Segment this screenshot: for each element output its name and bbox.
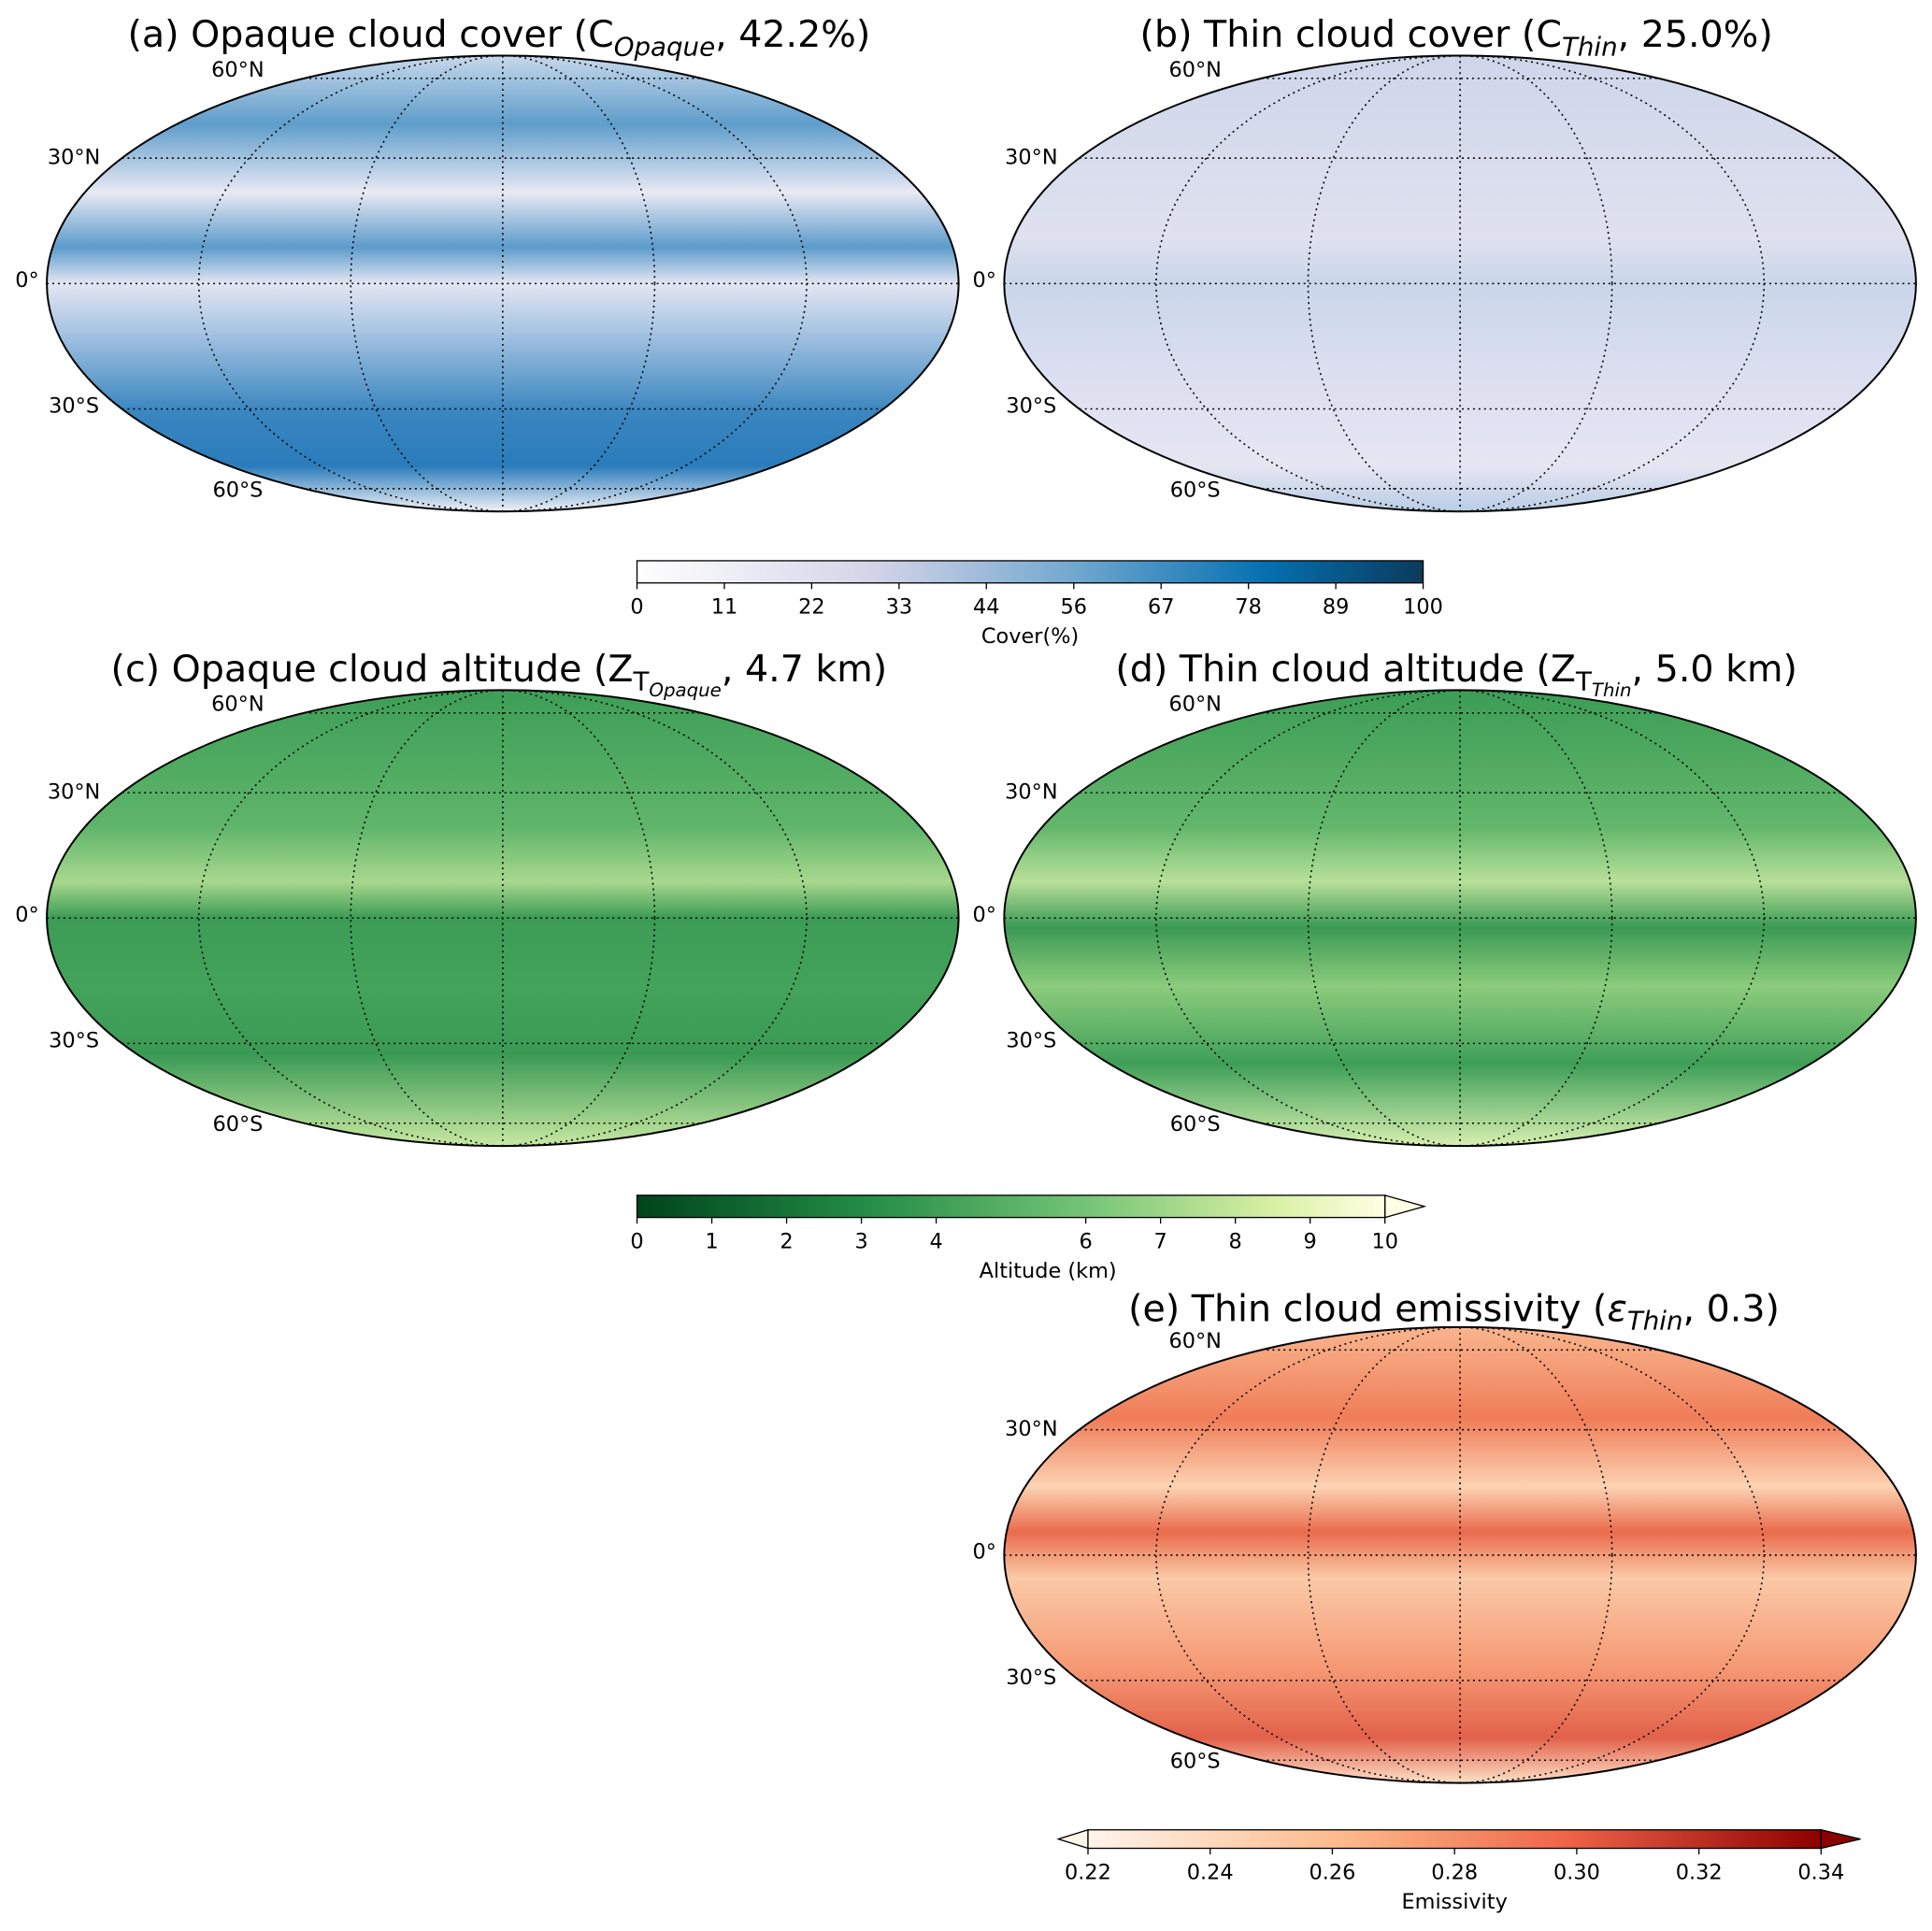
lat-label: 30°S <box>1006 394 1056 419</box>
lat-label: 60°S <box>1170 1112 1221 1137</box>
colorbar-tick-label: 1 <box>705 1229 718 1253</box>
colorbar-tick-label: 11 <box>711 595 738 620</box>
title-sub: Opaque <box>614 31 715 62</box>
lat-label: 60°N <box>211 693 264 717</box>
colorbar <box>1087 1829 1823 1850</box>
colorbar-tick-label: 0.34 <box>1797 1860 1844 1884</box>
lat-label: 30°S <box>1006 1029 1056 1053</box>
colorbar-tick-label: 0 <box>630 595 643 620</box>
title-part: , 25.0%) <box>1618 13 1773 56</box>
colorbar-tick-label: 0.32 <box>1676 1860 1723 1884</box>
map <box>1003 1325 1917 1784</box>
colorbar-extend <box>1384 1194 1427 1219</box>
colorbar <box>636 560 1424 584</box>
title-sub: T <box>1575 665 1592 696</box>
lat-label: 0° <box>973 1540 996 1565</box>
colorbar-tick-label: 3 <box>854 1229 867 1253</box>
colorbar-label: Cover(%) <box>981 624 1079 649</box>
colorbar-tick-label: 2 <box>780 1229 793 1253</box>
colorbar-tick-label: 33 <box>886 595 913 620</box>
title-part: (e) Thin cloud emissivity ( <box>1128 1287 1607 1330</box>
panel-title: (e) Thin cloud emissivity (εThin, 0.3) <box>1128 1287 1780 1336</box>
map-outline <box>1003 54 1917 513</box>
lat-label: 60°S <box>1170 478 1221 502</box>
lat-label: 0° <box>973 268 996 293</box>
colorbar-tick-label: 44 <box>973 595 1000 620</box>
lat-label: 30°N <box>48 780 100 804</box>
colorbar-tick-label: 7 <box>1154 1229 1167 1253</box>
lat-label: 0° <box>15 903 38 927</box>
title-symbol: ε <box>1607 1287 1626 1330</box>
colorbar-tick-label: 4 <box>929 1229 942 1253</box>
title-part: (a) Opaque cloud cover (C <box>127 13 613 56</box>
lat-label: 30°N <box>1005 1417 1057 1441</box>
lat-label: 30°N <box>48 145 100 169</box>
map-outline <box>46 54 960 513</box>
title-sub: T <box>632 665 649 696</box>
colorbar-tick-label: 9 <box>1304 1229 1317 1253</box>
colorbar-tick-label: 100 <box>1403 595 1443 620</box>
lat-label: 60°S <box>1170 1750 1221 1774</box>
panel-title: (b) Thin cloud cover (CThin, 25.0%) <box>1140 13 1773 62</box>
colorbar-tick-label: 56 <box>1061 595 1088 620</box>
lat-label: 60°S <box>212 478 263 502</box>
lat-label: 60°N <box>1168 693 1221 717</box>
title-part: , 5.0 km) <box>1632 648 1797 691</box>
colorbar-tick-label: 78 <box>1235 595 1262 620</box>
colorbar-tick-label: 0.30 <box>1553 1860 1600 1884</box>
panel-title: (c) Opaque cloud altitude (ZTOpaque, 4.7… <box>111 648 888 701</box>
lat-label: 60°N <box>1168 1329 1221 1353</box>
lat-label: 60°N <box>211 58 264 82</box>
title-sub: Thin <box>1562 31 1618 62</box>
lat-label: 30°S <box>1006 1666 1056 1690</box>
colorbar-tick-label: 0.24 <box>1187 1860 1234 1884</box>
title-sub: Thin <box>1627 1306 1683 1337</box>
panel-title: (d) Thin cloud altitude (ZTThin, 5.0 km) <box>1115 648 1797 701</box>
colorbar <box>636 1194 1386 1219</box>
colorbar-tick-label: 0 <box>630 1229 643 1253</box>
lat-label: 60°S <box>212 1112 263 1137</box>
map <box>46 54 960 513</box>
colorbar-tick-label: 0.26 <box>1309 1860 1356 1884</box>
map <box>46 689 960 1148</box>
lat-label: 30°S <box>49 1029 99 1053</box>
lat-label: 0° <box>973 903 996 927</box>
colorbar-extend <box>1056 1828 1089 1850</box>
title-part: , 42.2%) <box>715 13 870 56</box>
map <box>1003 54 1917 513</box>
title-part: , 0.3) <box>1683 1287 1780 1330</box>
colorbar-tick-label: 8 <box>1229 1229 1242 1253</box>
lat-label: 60°N <box>1168 58 1221 82</box>
colorbar-extend <box>1820 1828 1861 1850</box>
title-part: , 4.7 km) <box>722 648 887 691</box>
colorbar-tick-label: 0.28 <box>1431 1860 1478 1884</box>
map <box>1003 689 1917 1148</box>
colorbar-tick-label: 10 <box>1371 1229 1398 1253</box>
lat-label: 30°N <box>1005 145 1057 169</box>
lat-label: 0° <box>15 268 38 293</box>
map-outline <box>46 689 960 1148</box>
panel-title: (a) Opaque cloud cover (COpaque, 42.2%) <box>127 13 870 62</box>
title-part: (d) Thin cloud altitude (Z <box>1115 648 1576 691</box>
colorbar-tick-label: 22 <box>798 595 825 620</box>
title-part: (b) Thin cloud cover (C <box>1140 13 1562 56</box>
colorbar-tick-label: 0.22 <box>1065 1860 1111 1884</box>
map-outline <box>1003 689 1917 1148</box>
title-subsub: Opaque <box>649 679 721 701</box>
title-part: (c) Opaque cloud altitude (Z <box>111 648 634 691</box>
colorbar-tick-label: 89 <box>1323 595 1350 620</box>
colorbar-tick-label: 67 <box>1148 595 1175 620</box>
colorbar-tick-label: 6 <box>1080 1229 1093 1253</box>
lat-label: 30°S <box>49 394 99 419</box>
colorbar-label: Altitude (km) <box>980 1259 1117 1283</box>
colorbar-label: Emissivity <box>1402 1890 1508 1914</box>
lat-label: 30°N <box>1005 780 1057 804</box>
title-subsub: Thin <box>1592 679 1632 701</box>
map-outline <box>1003 1325 1917 1784</box>
